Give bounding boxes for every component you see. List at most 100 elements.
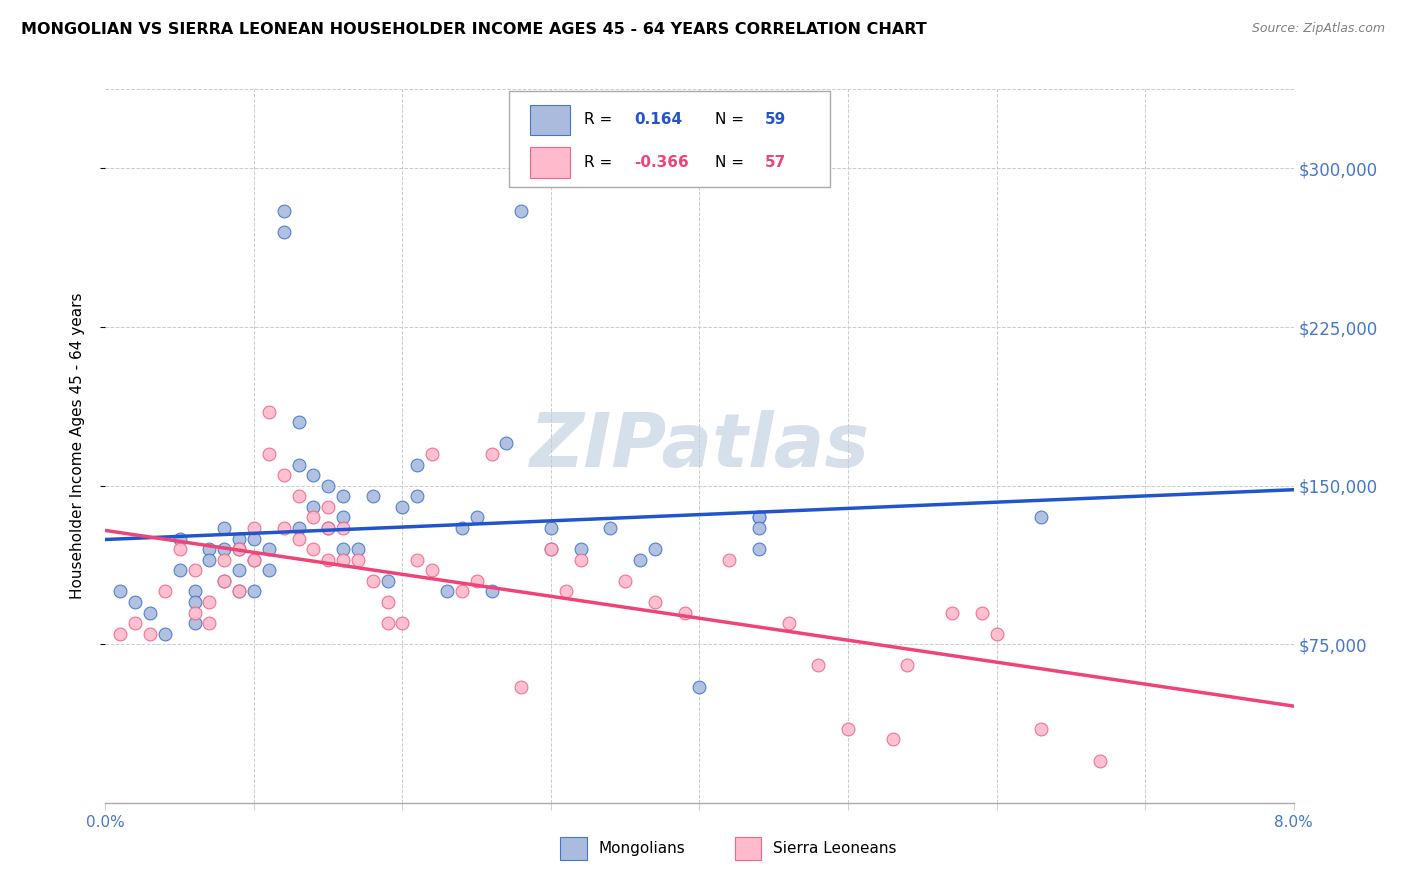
Point [228, 542, 250, 557]
Point [837, 722, 859, 736]
FancyBboxPatch shape [530, 147, 569, 178]
Point [332, 489, 354, 503]
Point [214, 574, 236, 588]
Point [377, 574, 399, 588]
Point [243, 532, 266, 546]
Point [569, 552, 592, 566]
Text: ZIPatlas: ZIPatlas [530, 409, 869, 483]
Point [614, 574, 637, 588]
Point [316, 478, 339, 492]
Point [332, 510, 354, 524]
Point [882, 732, 904, 747]
FancyBboxPatch shape [561, 837, 586, 860]
Point [316, 521, 339, 535]
Point [257, 404, 280, 418]
Text: N =: N = [714, 155, 749, 169]
Point [273, 468, 295, 483]
Point [391, 616, 413, 631]
Point [1029, 722, 1052, 736]
Text: Sierra Leoneans: Sierra Leoneans [773, 841, 897, 856]
Point [214, 542, 236, 557]
Text: R =: R = [585, 112, 617, 127]
Text: R =: R = [585, 155, 617, 169]
Point [377, 616, 399, 631]
Point [481, 584, 503, 599]
Point [332, 521, 354, 535]
Point [599, 521, 621, 535]
Point [1090, 754, 1112, 768]
Point [228, 563, 250, 577]
Point [302, 500, 325, 514]
Point [243, 552, 266, 566]
Point [377, 595, 399, 609]
Point [169, 542, 191, 557]
Point [302, 510, 325, 524]
Point [316, 521, 339, 535]
Point [302, 468, 325, 483]
Point [361, 574, 384, 588]
Point [748, 510, 770, 524]
Point [139, 606, 162, 620]
Point [273, 203, 295, 218]
Point [257, 542, 280, 557]
Point [214, 521, 236, 535]
Point [228, 584, 250, 599]
Point [183, 606, 205, 620]
Point [198, 616, 221, 631]
Point [718, 552, 741, 566]
Point [406, 489, 429, 503]
Point [198, 595, 221, 609]
Point [124, 616, 146, 631]
Point [198, 542, 221, 557]
Point [1029, 510, 1052, 524]
Point [540, 542, 562, 557]
Point [436, 584, 458, 599]
FancyBboxPatch shape [509, 91, 830, 187]
Point [332, 552, 354, 566]
Point [465, 510, 488, 524]
Point [347, 542, 370, 557]
Point [554, 584, 576, 599]
Point [243, 552, 266, 566]
FancyBboxPatch shape [735, 837, 761, 860]
Text: 59: 59 [765, 112, 786, 127]
Point [450, 521, 472, 535]
Point [139, 626, 162, 640]
Point [183, 616, 205, 631]
Point [316, 552, 339, 566]
Point [673, 606, 696, 620]
Point [450, 584, 472, 599]
Point [169, 532, 191, 546]
Text: -0.366: -0.366 [634, 155, 689, 169]
Point [347, 552, 370, 566]
Point [644, 595, 666, 609]
Point [481, 447, 503, 461]
Point [748, 542, 770, 557]
FancyBboxPatch shape [530, 104, 569, 136]
Point [495, 436, 517, 450]
Point [465, 574, 488, 588]
Point [316, 500, 339, 514]
Point [183, 595, 205, 609]
Point [986, 626, 1008, 640]
Point [110, 626, 132, 640]
Point [110, 584, 132, 599]
Point [510, 203, 533, 218]
Point [287, 458, 309, 472]
Point [540, 521, 562, 535]
Y-axis label: Householder Income Ages 45 - 64 years: Householder Income Ages 45 - 64 years [70, 293, 84, 599]
Point [332, 542, 354, 557]
Point [807, 658, 830, 673]
Point [273, 521, 295, 535]
Point [420, 447, 443, 461]
Point [391, 500, 413, 514]
Point [406, 458, 429, 472]
Point [198, 552, 221, 566]
Text: Source: ZipAtlas.com: Source: ZipAtlas.com [1251, 22, 1385, 36]
Point [243, 521, 266, 535]
Point [644, 542, 666, 557]
Point [778, 616, 800, 631]
Point [510, 680, 533, 694]
Point [228, 584, 250, 599]
Point [941, 606, 963, 620]
